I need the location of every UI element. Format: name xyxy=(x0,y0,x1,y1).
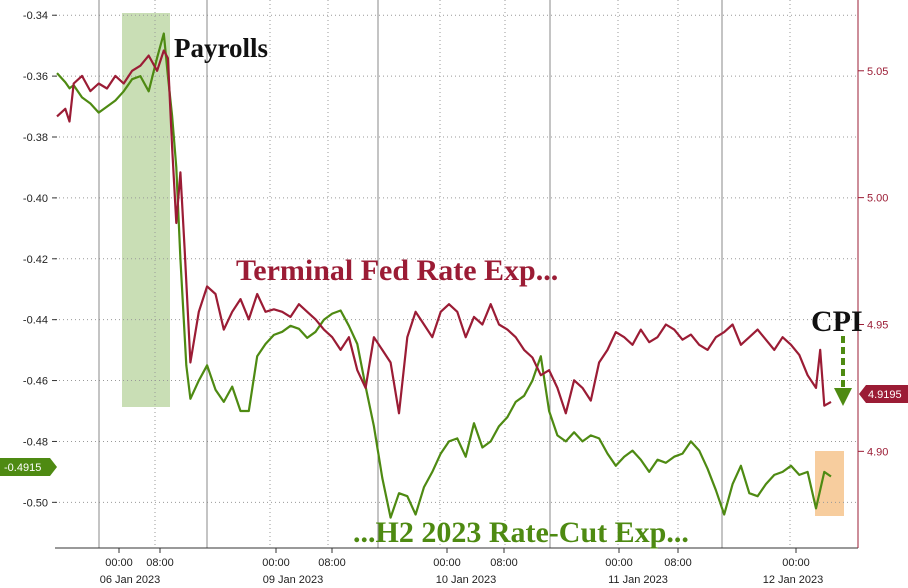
left-tick-label: -0.40 xyxy=(23,193,48,205)
x-tick-label: 08:00 xyxy=(490,557,518,569)
terminal-fed-rate-label: Terminal Fed Rate Exp... xyxy=(236,254,558,287)
x-tick-label: 00:00 xyxy=(433,557,461,569)
left-tick-label: -0.44 xyxy=(23,315,48,327)
right-last-value-tag: 4.9195 xyxy=(859,385,908,403)
x-tick-label: 00:00 xyxy=(605,557,633,569)
x-tick-label: 00:00 xyxy=(105,557,133,569)
cpi-annotation: CPI xyxy=(811,305,863,338)
date-label: 10 Jan 2023 xyxy=(436,574,497,586)
date-label: 11 Jan 2023 xyxy=(608,574,668,586)
left-tick-label: -0.34 xyxy=(23,10,48,22)
left-tick-label: -0.46 xyxy=(23,376,48,388)
left-tag-shape xyxy=(0,458,57,476)
right-tick-label: 4.95 xyxy=(867,319,888,331)
rate-cut-label: ...H2 2023 Rate-Cut Exp... xyxy=(353,516,689,549)
x-tick-label: 08:00 xyxy=(318,557,346,569)
x-tick-label: 00:00 xyxy=(262,557,290,569)
payrolls-annotation: Payrolls xyxy=(174,33,268,63)
date-label: 09 Jan 2023 xyxy=(263,574,324,586)
cpi-arrow-head-icon xyxy=(834,388,852,406)
left-last-value: -0.4915 xyxy=(4,462,41,474)
left-last-value-tag: -0.4915 xyxy=(0,458,57,476)
right-tick-label: 5.00 xyxy=(867,193,888,205)
x-tick-label: 08:00 xyxy=(664,557,692,569)
axis-ticks: -0.34 -0.36 -0.38 -0.40 -0.42 -0.44 -0.46 -0.48… xyxy=(23,10,889,586)
date-label: 06 Jan 2023 xyxy=(100,574,161,586)
right-tag-shape xyxy=(859,385,908,403)
left-tick-label: -0.42 xyxy=(23,254,48,266)
right-tick-label: 5.05 xyxy=(867,66,888,78)
cpi-highlight-band xyxy=(815,451,844,516)
date-label: 12 Jan 2023 xyxy=(763,574,824,586)
left-tick-label: -0.36 xyxy=(23,71,48,83)
right-last-value: 4.9195 xyxy=(868,389,902,401)
x-tick-label: 00:00 xyxy=(782,557,810,569)
series-lines xyxy=(56,32,832,519)
terminal-fed-rate-line xyxy=(56,49,832,415)
left-tick-label: -0.38 xyxy=(23,132,48,144)
payrolls-highlight-band xyxy=(122,13,170,407)
rate-cut-expectations-line xyxy=(56,32,832,519)
x-tick-label: 08:00 xyxy=(146,557,174,569)
right-tick-label: 4.90 xyxy=(867,446,888,458)
left-tick-label: -0.50 xyxy=(23,497,48,509)
left-tick-label: -0.48 xyxy=(23,436,48,448)
